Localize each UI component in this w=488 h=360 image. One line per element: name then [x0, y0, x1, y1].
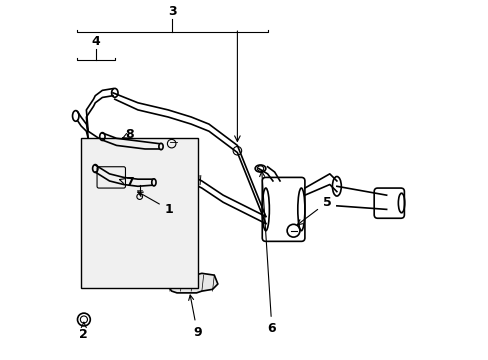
Text: 2: 2	[79, 322, 88, 341]
Bar	[81, 138, 198, 288]
Text: 6: 6	[259, 171, 276, 335]
Text: 5: 5	[297, 196, 331, 225]
Text: 8: 8	[122, 128, 134, 141]
Polygon shape	[166, 273, 218, 293]
Text: 3: 3	[167, 5, 176, 18]
Text: 4: 4	[91, 35, 100, 48]
Text: 1: 1	[138, 192, 173, 216]
Text: 9: 9	[188, 295, 201, 338]
Text: 7: 7	[119, 176, 134, 189]
